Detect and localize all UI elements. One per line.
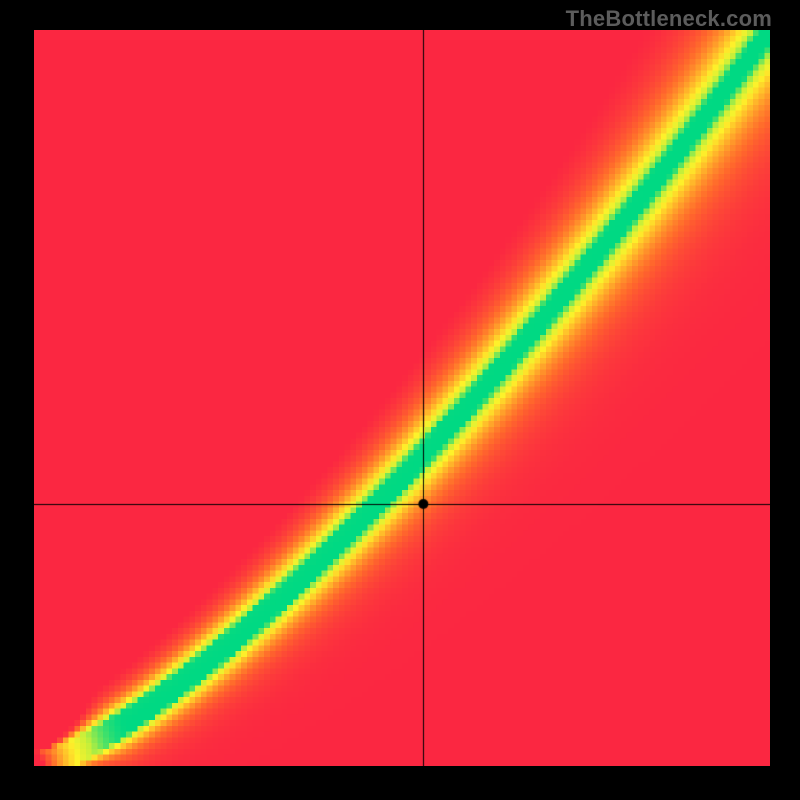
chart-frame <box>34 30 770 766</box>
crosshair-overlay <box>34 30 770 766</box>
watermark-text: TheBottleneck.com <box>566 6 772 32</box>
